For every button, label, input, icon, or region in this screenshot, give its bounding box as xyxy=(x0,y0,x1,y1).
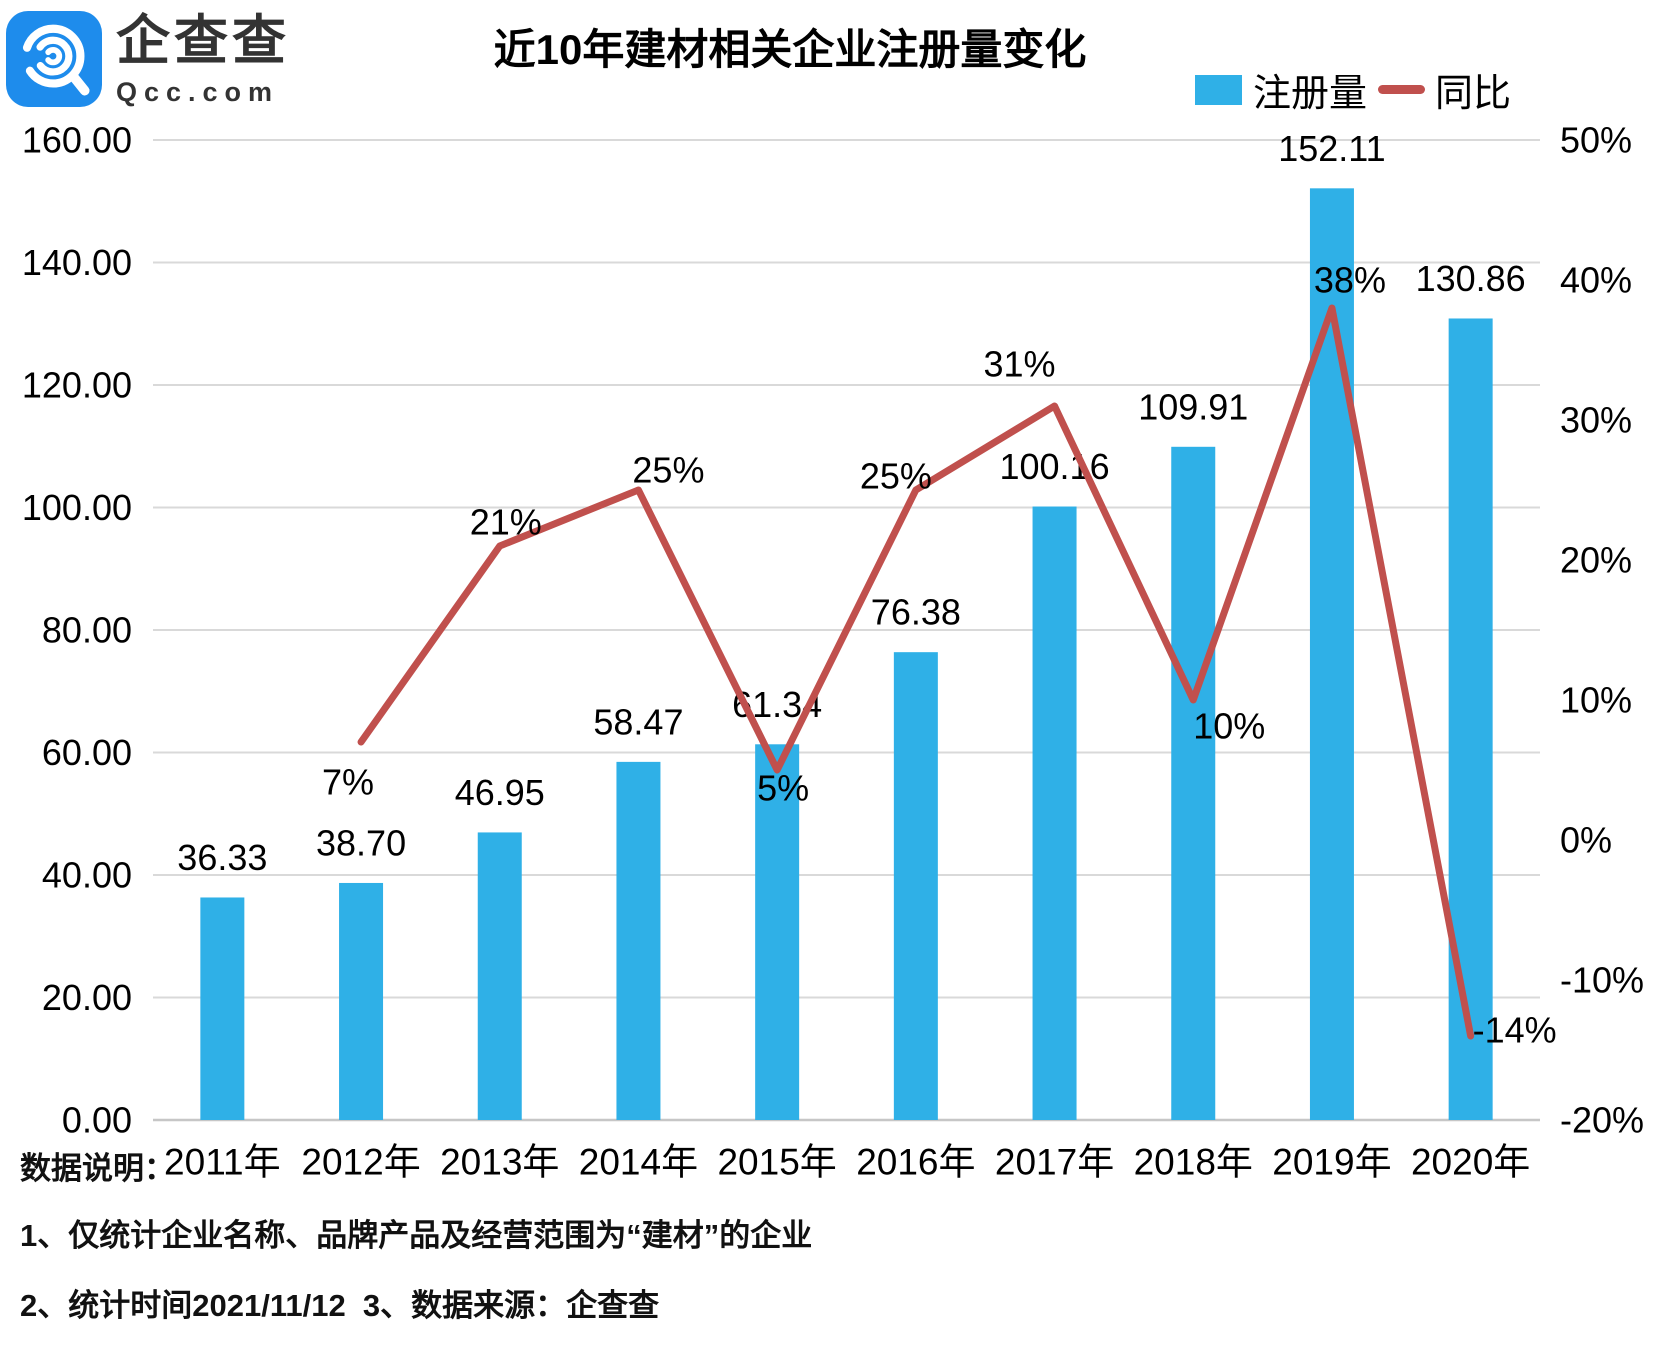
notes-heading: 数据说明： xyxy=(20,1151,175,1186)
yoy-line xyxy=(357,304,1475,1040)
bar-2017年 xyxy=(1032,506,1077,1120)
bar-value-label: 130.86 xyxy=(1416,258,1526,299)
left-axis-tick-label: 160.00 xyxy=(22,120,132,161)
legend-label-yoy: 同比 xyxy=(1435,73,1512,115)
x-axis-label: 2020年 xyxy=(1411,1142,1530,1183)
bar-2011年 xyxy=(200,897,245,1120)
yoy-point-label: 25% xyxy=(860,456,932,497)
bar-value-label: 109.91 xyxy=(1138,386,1248,427)
left-axis-tick-label: 80.00 xyxy=(42,610,132,651)
yoy-point-label: 25% xyxy=(632,450,704,491)
x-axis-label: 2018年 xyxy=(1134,1142,1253,1183)
bar-value-label: 38.70 xyxy=(316,822,406,863)
brand-domain: Qcc.com xyxy=(116,77,280,107)
x-axis-label: 2015年 xyxy=(717,1142,836,1183)
brand-name: 企查查 xyxy=(116,11,290,71)
right-axis-tick-label: 10% xyxy=(1560,680,1632,721)
x-axis-label: 2013年 xyxy=(440,1142,559,1183)
x-axis-label: 2014年 xyxy=(579,1142,698,1183)
bar-value-label: 152.11 xyxy=(1278,128,1385,169)
yoy-point-label: 31% xyxy=(984,344,1056,385)
bar-value-label: 76.38 xyxy=(871,592,961,633)
bar-2012年 xyxy=(339,882,384,1120)
legend-label-registrations: 注册量 xyxy=(1253,73,1368,115)
right-axis-tick-label: 30% xyxy=(1560,400,1632,441)
qcc-logo-icon xyxy=(6,11,102,107)
chart-legend: 注册量 同比 xyxy=(1195,62,1511,117)
bar-2016年 xyxy=(893,652,938,1120)
left-axis-tick-label: 140.00 xyxy=(22,242,132,283)
legend-line-swatch xyxy=(1378,85,1426,94)
qcc-wordmark: 企查查 Qcc.com xyxy=(116,8,290,108)
bar-2015年 xyxy=(755,744,800,1120)
bar-value-label: 36.33 xyxy=(177,837,267,878)
qcc-logo: 企查查 Qcc.com xyxy=(6,8,290,110)
chart-title: 近10年建材相关企业注册量变化 xyxy=(493,26,1087,73)
legend-bar-swatch xyxy=(1195,74,1242,105)
yoy-point-label: 21% xyxy=(470,502,542,543)
yoy-point-label: 5% xyxy=(757,768,809,809)
yoy-point-label: 38% xyxy=(1314,260,1386,301)
left-axis-tick-label: 100.00 xyxy=(22,487,132,528)
left-axis-tick-label: 40.00 xyxy=(42,855,132,896)
bar-value-label: 58.47 xyxy=(593,701,683,742)
bar-2020年 xyxy=(1448,318,1493,1120)
left-axis-tick-label: 0.00 xyxy=(62,1100,132,1141)
right-axis-tick-label: -20% xyxy=(1560,1100,1644,1141)
left-axis-tick-label: 120.00 xyxy=(22,365,132,406)
left-axis-tick-label: 60.00 xyxy=(42,732,132,773)
note-line-2: 2、统计时间2021/11/12 3、数据来源：企查查 xyxy=(20,1288,660,1323)
right-axis-tick-label: 50% xyxy=(1560,120,1632,161)
bar-2019年 xyxy=(1309,188,1354,1121)
x-axis-label: 2019年 xyxy=(1272,1142,1391,1183)
x-axis-label: 2011年 xyxy=(164,1142,281,1183)
right-axis-tick-label: 40% xyxy=(1560,260,1632,301)
yoy-point-label: -14% xyxy=(1473,1010,1557,1051)
yoy-point-label: 10% xyxy=(1193,706,1265,747)
right-axis-tick-label: 0% xyxy=(1560,820,1612,861)
bar-2013年 xyxy=(477,832,522,1120)
x-axis-label: 2017年 xyxy=(995,1142,1114,1183)
right-axis-tick-label: -10% xyxy=(1560,960,1644,1001)
x-axis-label: 2012年 xyxy=(301,1142,420,1183)
bar-2018年 xyxy=(1171,446,1216,1120)
note-line-1: 1、仅统计企业名称、品牌产品及经营范围为“建材”的企业 xyxy=(20,1218,813,1253)
yoy-point-label: 7% xyxy=(322,762,374,803)
bar-value-label: 46.95 xyxy=(455,772,545,813)
left-axis-tick-label: 20.00 xyxy=(42,977,132,1018)
bar-2014年 xyxy=(616,761,661,1120)
x-axis-label: 2016年 xyxy=(856,1142,975,1183)
right-axis-tick-label: 20% xyxy=(1560,540,1632,581)
